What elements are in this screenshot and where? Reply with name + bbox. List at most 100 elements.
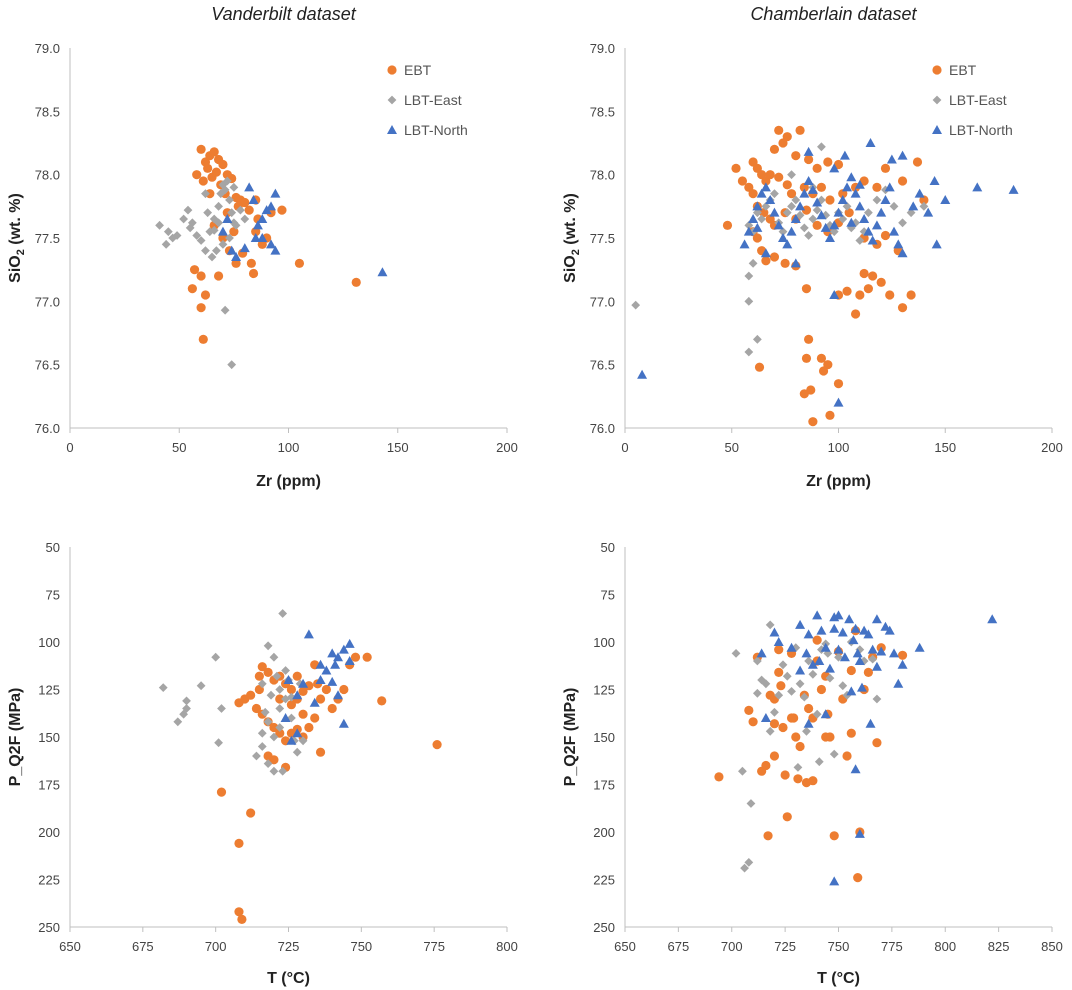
x-tick-label: 150	[934, 440, 956, 455]
data-point-lbt-east	[846, 223, 856, 233]
data-point-lbt-north	[865, 138, 876, 147]
data-point-lbt-east	[172, 231, 182, 240]
data-point-lbt-east	[257, 679, 267, 689]
data-point-ebt	[776, 681, 786, 691]
data-point-lbt-east	[218, 180, 228, 190]
data-point-ebt	[782, 180, 792, 190]
data-point-ebt	[863, 667, 873, 678]
data-point-lbt-north	[929, 176, 940, 185]
data-point-ebt	[793, 774, 803, 784]
data-point-lbt-north	[923, 207, 934, 217]
data-point-lbt-east	[263, 759, 273, 768]
legend-marker-ebt	[387, 65, 397, 75]
data-point-ebt	[863, 284, 873, 294]
data-point-ebt	[897, 650, 908, 660]
data-point-ebt	[761, 256, 771, 266]
data-point-ebt	[801, 284, 812, 294]
data-point-lbt-east	[829, 749, 839, 759]
data-point-lbt-east	[761, 201, 771, 211]
series-lbt-north	[217, 182, 388, 277]
data-point-lbt-east	[292, 747, 302, 757]
data-point-lbt-east	[182, 696, 191, 706]
data-point-lbt-north	[837, 195, 848, 204]
x-tick-label: 750	[350, 939, 372, 954]
data-point-lbt-east	[201, 189, 210, 199]
data-point-lbt-east	[217, 704, 226, 713]
x-tick-label: 850	[1041, 939, 1063, 954]
data-point-ebt	[804, 703, 814, 714]
data-point-lbt-east	[787, 201, 796, 211]
data-point-lbt-north	[897, 248, 908, 258]
data-point-lbt-east	[161, 239, 171, 249]
data-point-ebt	[859, 268, 869, 279]
legend-label: LBT-East	[404, 92, 462, 108]
y-tick-label: 50	[46, 540, 60, 555]
data-point-ebt	[821, 732, 831, 742]
data-point-lbt-north	[889, 226, 900, 236]
y-axis-label: P_Q2F (MPa)	[7, 688, 24, 787]
data-point-lbt-north	[833, 644, 844, 654]
data-point-ebt	[298, 709, 308, 719]
data-point-lbt-east	[793, 763, 803, 772]
x-axis-label: T (°C)	[817, 970, 860, 987]
data-point-lbt-east	[812, 709, 822, 719]
x-tick-label: 825	[988, 939, 1010, 954]
data-point-ebt	[310, 713, 320, 723]
data-point-lbt-east	[740, 863, 749, 873]
x-tick-label: 0	[621, 440, 628, 455]
y-tick-label: 77.0	[590, 294, 615, 309]
data-point-lbt-north	[266, 201, 277, 211]
x-tick-label: 750	[828, 939, 850, 954]
data-point-ebt	[804, 154, 814, 165]
data-point-lbt-north	[893, 239, 904, 249]
y-tick-label: 175	[38, 778, 60, 793]
data-point-lbt-north	[795, 619, 806, 629]
data-point-lbt-east	[838, 681, 848, 691]
data-point-lbt-north	[252, 220, 263, 230]
legend-marker-ebt	[932, 65, 942, 75]
data-point-ebt	[350, 652, 361, 662]
data-point-lbt-north	[803, 176, 814, 185]
data-point-lbt-east	[868, 654, 878, 664]
data-point-ebt	[292, 671, 302, 681]
data-point-lbt-east	[731, 649, 741, 658]
data-point-ebt	[842, 751, 852, 761]
y-tick-label: 75	[601, 588, 615, 603]
data-point-lbt-north	[972, 182, 983, 192]
data-point-lbt-north	[931, 239, 942, 249]
data-point-ebt	[765, 170, 775, 180]
data-point-ebt	[737, 176, 748, 186]
data-point-lbt-north	[848, 635, 859, 645]
data-point-lbt-north	[856, 682, 867, 692]
data-point-ebt	[234, 907, 244, 917]
data-point-lbt-north	[854, 201, 865, 211]
data-point-lbt-east	[812, 205, 822, 215]
data-point-ebt	[804, 334, 814, 344]
data-point-lbt-east	[185, 223, 195, 233]
data-point-ebt	[906, 290, 916, 300]
data-point-lbt-east	[802, 726, 811, 736]
data-point-lbt-north	[1008, 184, 1019, 194]
data-point-ebt	[315, 694, 326, 704]
y-tick-label: 77.0	[35, 294, 60, 309]
data-point-lbt-north	[803, 629, 814, 639]
data-point-ebt	[782, 812, 792, 822]
x-tick-label: 800	[934, 939, 956, 954]
x-tick-label: 675	[668, 939, 690, 954]
data-point-lbt-east	[272, 671, 282, 681]
data-point-ebt	[362, 652, 372, 662]
data-point-lbt-north	[244, 182, 255, 192]
data-point-lbt-north	[752, 201, 763, 211]
data-point-lbt-east	[906, 208, 916, 218]
data-point-ebt	[251, 227, 261, 237]
data-point-lbt-east	[216, 189, 226, 199]
data-point-lbt-east	[821, 210, 831, 220]
data-point-lbt-east	[179, 214, 189, 224]
data-point-ebt	[919, 195, 929, 205]
data-point-lbt-north	[897, 150, 908, 160]
data-point-ebt	[842, 286, 852, 296]
data-point-lbt-north	[987, 614, 998, 624]
data-point-lbt-north	[748, 214, 759, 223]
data-point-ebt	[799, 389, 809, 399]
data-point-lbt-north	[773, 637, 784, 646]
